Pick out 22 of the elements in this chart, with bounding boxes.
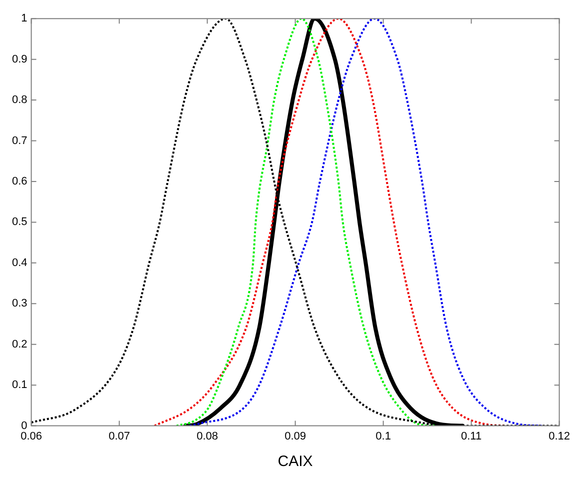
- x-tick-label: 0.09: [284, 430, 306, 442]
- x-tick-label: 0.11: [461, 430, 482, 442]
- line-series: [153, 18, 508, 426]
- x-tick-label: 0.08: [196, 430, 218, 442]
- y-tick-label: 0.7: [12, 134, 28, 147]
- x-tick-label: 0.1: [376, 430, 391, 442]
- line-series: [31, 18, 560, 426]
- x-tick-label: 0.12: [548, 430, 570, 442]
- y-tick-label: 1: [21, 12, 28, 25]
- y-tick-label: 0.2: [12, 338, 28, 350]
- x-tick-label: 0.06: [20, 430, 42, 442]
- y-tick-label: 0: [21, 420, 28, 432]
- y-tick-label: 0.9: [12, 53, 28, 66]
- x-axis-title: CAIX: [278, 453, 313, 470]
- line-series: [188, 18, 543, 426]
- y-tick-label: 0.1: [12, 379, 28, 392]
- y-tick-label: 0.3: [12, 298, 28, 310]
- y-tick-label: 0.4: [12, 256, 28, 269]
- y-tick-label: 0.8: [12, 94, 28, 106]
- x-tick-label: 0.07: [108, 430, 130, 442]
- y-tick-label: 0.6: [12, 176, 28, 188]
- y-tick-label: 0.5: [12, 216, 28, 228]
